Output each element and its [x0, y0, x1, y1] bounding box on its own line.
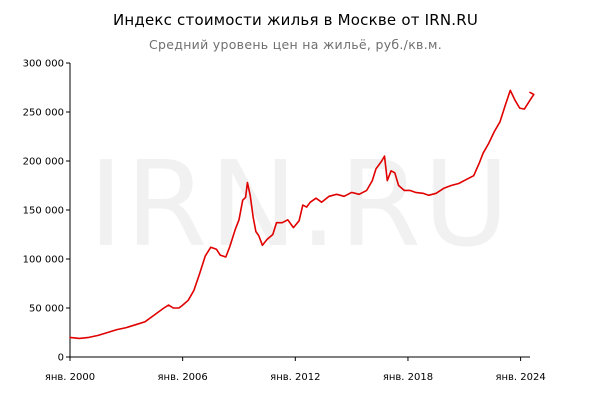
x-tick-label: янв. 2024	[495, 372, 545, 383]
y-tick-label: 200 000	[23, 157, 64, 168]
x-tick-label: янв. 2018	[383, 372, 433, 383]
y-tick-label: 300 000	[23, 59, 64, 70]
y-axis-ticks: 0 50 000 100 000 150 000 200 000 250 000 300 0…	[23, 59, 70, 364]
x-tick-label: янв. 2012	[270, 372, 320, 383]
x-axis-ticks: янв. 2000 янв. 2006 янв. 2012 янв. 2018 янв.…	[45, 357, 546, 383]
chart-subtitle: Средний уровень цен на жильё, руб./кв.м.	[149, 37, 442, 52]
series-line	[69, 89, 535, 340]
y-tick-label: 0	[58, 353, 64, 364]
y-tick-label: 150 000	[23, 206, 64, 217]
y-tick-label: 50 000	[29, 304, 64, 315]
y-tick-label: 250 000	[23, 108, 64, 119]
x-tick-label: янв. 2000	[45, 372, 95, 383]
x-tick-label: янв. 2006	[158, 372, 208, 383]
watermark-logo: IRN.RU	[88, 135, 512, 273]
series-layer	[69, 89, 535, 340]
chart-title: Индекс стоимости жилья в Москве от IRN.R…	[112, 11, 479, 29]
y-tick-label: 100 000	[23, 255, 64, 266]
